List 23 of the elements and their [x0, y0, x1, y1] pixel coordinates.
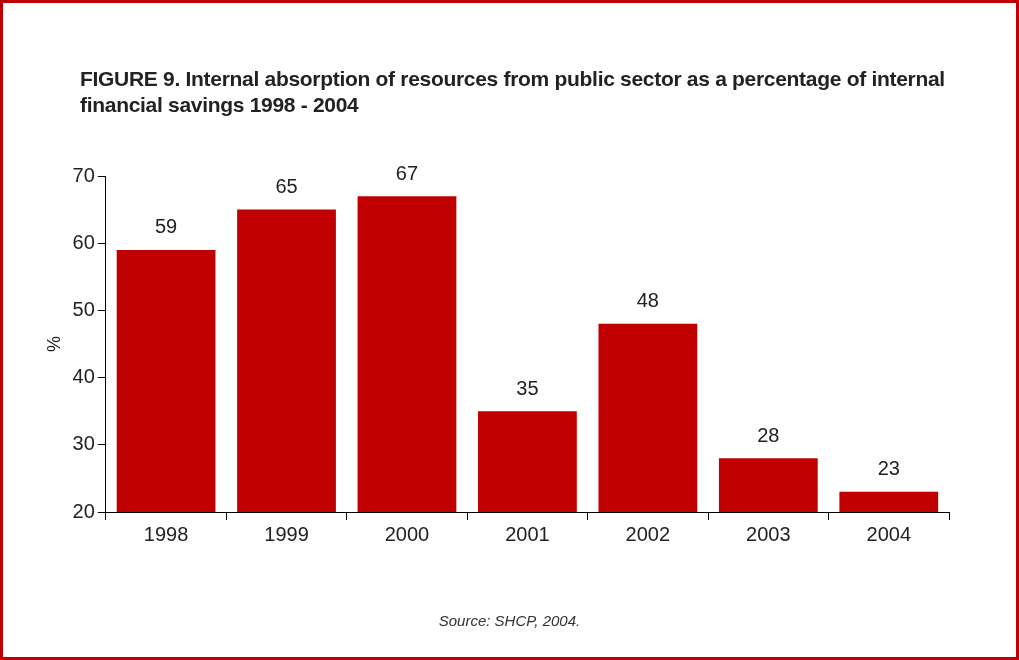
y-tick-label: 60: [72, 230, 95, 253]
y-tick-label: 50: [72, 297, 95, 320]
x-tick-label: 2000: [384, 522, 430, 545]
x-tick-label: 2002: [625, 522, 671, 545]
data-label: 65: [275, 175, 298, 198]
y-tick-label: 30: [72, 432, 95, 455]
data-label: 67: [395, 161, 419, 184]
x-tick-label: 2001: [505, 522, 550, 545]
x-tick-label: 1998: [143, 522, 189, 545]
data-label: 59: [154, 215, 178, 238]
x-tick-label: 2003: [746, 522, 791, 545]
y-tick-label: 70: [72, 163, 95, 186]
chart-title: FIGURE 9. Internal absorption of resources from public sector as a percentage of internal financial savings 1998 - 2004: [80, 66, 946, 118]
data-label: 23: [877, 457, 900, 480]
x-tick-label: 2004: [866, 522, 912, 545]
data-label: 28: [757, 423, 780, 446]
data-label: 35: [516, 376, 539, 399]
source-note: Source: SHCP, 2004.: [437, 612, 582, 629]
x-tick-label: 1999: [264, 522, 309, 545]
y-tick-label: 40: [72, 365, 95, 388]
y-tick-label: 20: [72, 499, 95, 522]
y-axis-title: %: [43, 335, 64, 353]
data-label: 48: [636, 289, 659, 312]
